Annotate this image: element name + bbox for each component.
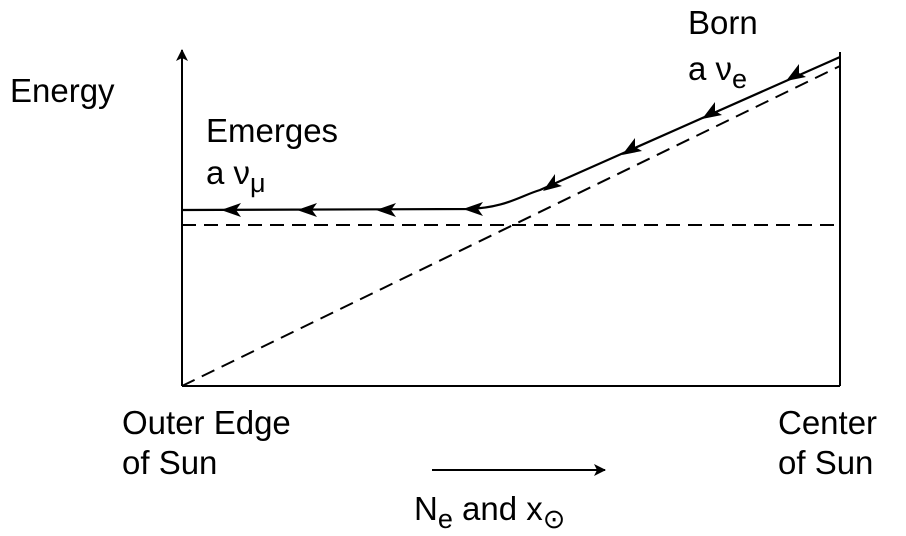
emerges-label: Emerges [206,112,338,149]
path-arrow-7 [297,203,317,217]
outer-edge-label-line2: of Sun [122,444,217,481]
path-arrow-8 [221,203,241,217]
x-axis-caption: Ne and x⊙ [414,490,565,534]
path-arrow-4 [543,174,562,191]
born-label: Born [688,4,758,41]
born-particle-label: a νe [688,50,747,94]
path-arrow-3 [622,138,642,155]
center-label-line1: Center [778,404,877,441]
path-arrow-2 [702,102,722,119]
outer-edge-label-line1: Outer Edge [122,404,291,441]
y-axis-label: Energy [10,72,115,109]
path-arrow-5 [463,202,483,216]
emerges-particle-label: a νμ [206,154,266,198]
path-direction-arrows [221,64,806,217]
dashed-diagonal-level [181,65,841,387]
path-arrow-1 [786,64,806,81]
center-label-line2: of Sun [778,444,873,481]
path-arrow-6 [376,203,396,217]
